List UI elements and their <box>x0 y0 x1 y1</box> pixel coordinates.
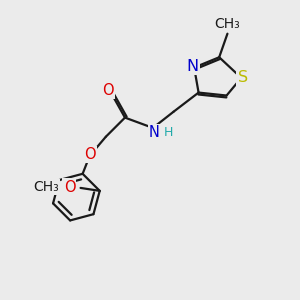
Text: O: O <box>84 147 96 162</box>
Text: S: S <box>238 70 248 86</box>
Text: N: N <box>149 125 160 140</box>
Text: CH₃: CH₃ <box>214 17 240 31</box>
Text: O: O <box>102 83 114 98</box>
Text: H: H <box>164 126 173 139</box>
Text: O: O <box>64 179 75 194</box>
Text: N: N <box>187 58 199 74</box>
Text: CH₃: CH₃ <box>34 180 59 194</box>
